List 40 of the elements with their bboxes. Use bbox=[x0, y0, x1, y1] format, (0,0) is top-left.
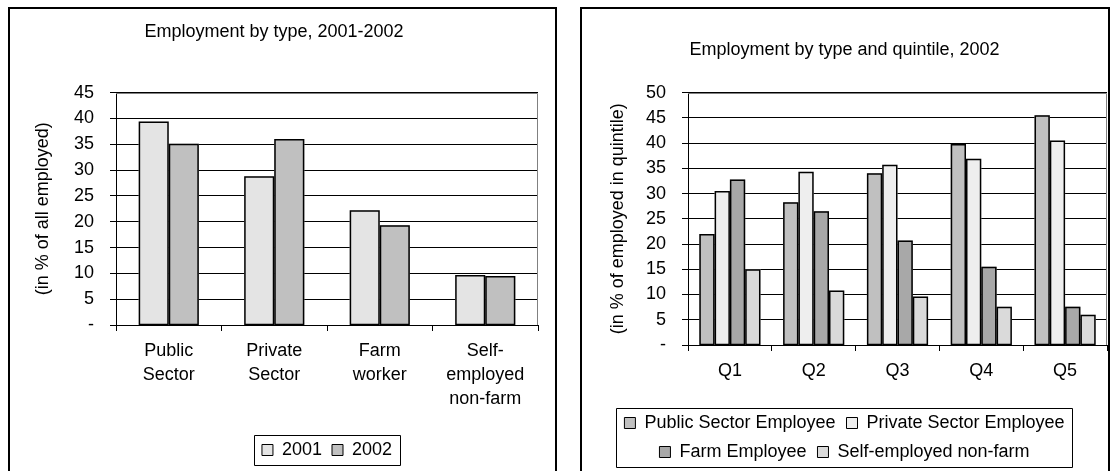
x-tick-label: Q4 bbox=[969, 359, 994, 380]
x-tick-label: Private Sector bbox=[246, 339, 303, 384]
y-tick-label: 30 bbox=[73, 159, 94, 180]
y-tick-label: 5 bbox=[655, 308, 666, 329]
chart-title: Employment by type, 2001-2002 bbox=[144, 20, 404, 41]
y-tick-label: - bbox=[88, 313, 94, 334]
y-tick-label: 35 bbox=[645, 157, 666, 178]
y-tick-label: 40 bbox=[645, 132, 666, 153]
x-tick-label: Q1 bbox=[717, 359, 742, 380]
y-tick-label: 45 bbox=[645, 106, 666, 127]
legend-label: 2001 bbox=[281, 438, 322, 459]
y-axis-title: (in % of all employed) bbox=[31, 122, 52, 296]
legend-label: Self-employed non-farm bbox=[837, 440, 1030, 461]
x-tick-label: Q3 bbox=[885, 359, 910, 380]
x-tick-label: Q2 bbox=[801, 359, 826, 380]
y-tick-label: 10 bbox=[645, 283, 666, 304]
x-tick-label: Self-employed non-farm bbox=[446, 339, 525, 408]
y-tick-label: 20 bbox=[645, 233, 666, 254]
legend-label: Public Sector Employee bbox=[644, 411, 836, 432]
y-tick-label: 25 bbox=[645, 207, 666, 228]
x-tick-label: Q5 bbox=[1053, 359, 1078, 380]
y-tick-label: 15 bbox=[645, 258, 666, 279]
y-tick-label: 5 bbox=[83, 288, 94, 309]
y-tick-label: 50 bbox=[645, 81, 666, 102]
legend-label: Farm Employee bbox=[679, 440, 807, 461]
x-tick-label: Farm worker bbox=[351, 339, 407, 384]
y-tick-label: 40 bbox=[73, 107, 94, 128]
legend-label: Private Sector Employee bbox=[866, 411, 1065, 432]
y-tick-label: 20 bbox=[73, 210, 94, 231]
y-tick-label: 15 bbox=[73, 236, 94, 257]
y-tick-label: 10 bbox=[73, 262, 94, 283]
chart-title: Employment by type and quintile, 2002 bbox=[689, 38, 1000, 59]
legend-label: 2002 bbox=[352, 438, 393, 459]
x-tick-label: Public Sector bbox=[142, 339, 195, 384]
y-tick-label: 45 bbox=[73, 81, 94, 102]
y-tick-label: 25 bbox=[73, 184, 94, 205]
y-tick-label: 35 bbox=[73, 133, 94, 154]
y-tick-label: - bbox=[660, 333, 666, 354]
y-axis-title: (in % of employed in quintile) bbox=[606, 103, 627, 335]
y-tick-label: 30 bbox=[645, 182, 666, 203]
